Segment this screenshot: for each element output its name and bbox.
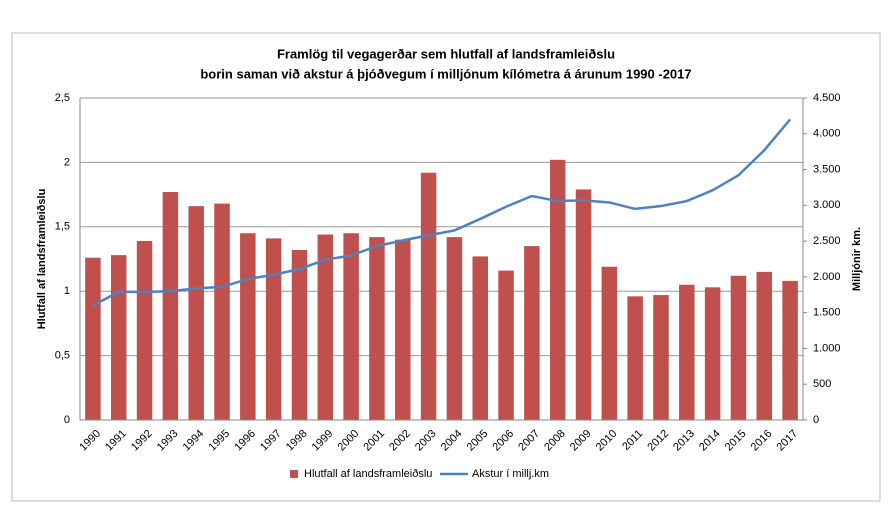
bar bbox=[317, 234, 334, 420]
x-tick-label: 1991 bbox=[103, 428, 129, 454]
x-tick-label: 1995 bbox=[206, 428, 232, 454]
x-tick-label: 1998 bbox=[284, 428, 310, 454]
bar bbox=[188, 206, 204, 420]
x-tick-label: 2002 bbox=[387, 428, 413, 454]
y2-tick-label: 3.500 bbox=[813, 163, 841, 175]
line bbox=[92, 118, 792, 307]
bar bbox=[653, 295, 669, 420]
chart-subtitle: borin saman við akstur á þjóðvegum í mil… bbox=[200, 66, 691, 81]
bar bbox=[110, 255, 127, 420]
y-axis-label: Hlutfall af landsframleiðslu bbox=[36, 189, 48, 330]
bar bbox=[704, 287, 721, 420]
x-tick-label: 2001 bbox=[361, 428, 387, 454]
bar bbox=[549, 159, 566, 420]
bar bbox=[679, 284, 695, 420]
x-tick-label: 2011 bbox=[620, 428, 645, 453]
y2-tick-label: 3.000 bbox=[813, 199, 841, 211]
y-tick-label: 0,5 bbox=[55, 350, 70, 362]
bar bbox=[420, 172, 437, 420]
bar bbox=[240, 233, 256, 420]
bar bbox=[498, 270, 514, 420]
bar bbox=[136, 240, 153, 420]
bar bbox=[472, 256, 488, 420]
y2-axis-label: Milljónir km. bbox=[851, 227, 863, 291]
bar bbox=[291, 249, 308, 420]
bar bbox=[214, 203, 230, 420]
legend-label: Akstur í millj.km bbox=[472, 468, 549, 480]
x-tick-label: 1994 bbox=[181, 428, 207, 454]
legend-label: Hlutfall af landsframleiðslu bbox=[304, 468, 432, 480]
y-tick-label: 1 bbox=[64, 285, 70, 297]
x-tick-label: 2017 bbox=[774, 428, 800, 454]
x-tick-label: 1990 bbox=[77, 428, 103, 454]
x-tick-label: 1992 bbox=[129, 428, 155, 454]
x-tick-label: 2012 bbox=[645, 428, 671, 454]
y2-tick-label: 4.500 bbox=[813, 92, 841, 104]
y2-tick-label: 2.500 bbox=[813, 235, 841, 247]
bar bbox=[524, 246, 540, 420]
y2-tick-label: 1.000 bbox=[813, 342, 841, 354]
x-tick-label: 1997 bbox=[258, 428, 284, 454]
y2-tick-label: 0 bbox=[813, 414, 819, 426]
x-tick-label: 2010 bbox=[594, 428, 620, 454]
y2-tick-label: 1.500 bbox=[813, 307, 841, 319]
bar bbox=[343, 233, 359, 420]
x-tick-label: 1996 bbox=[232, 428, 258, 454]
bar bbox=[162, 192, 179, 420]
bar bbox=[85, 257, 101, 420]
x-tick-label: 2005 bbox=[465, 428, 491, 454]
x-tick-label: 2014 bbox=[697, 428, 723, 454]
y2-tick-label: 4.000 bbox=[813, 128, 841, 140]
x-tick-label: 2009 bbox=[568, 428, 594, 454]
x-tick-label: 2003 bbox=[413, 428, 439, 454]
y2-tick-label: 2.000 bbox=[813, 271, 841, 283]
x-tick-label: 2000 bbox=[336, 428, 362, 454]
chart-title: Framlög til vegagerðar sem hlutfall af l… bbox=[277, 46, 615, 61]
bar bbox=[575, 189, 592, 420]
x-tick-label: 2004 bbox=[439, 428, 465, 454]
x-tick-label: 2007 bbox=[516, 428, 542, 454]
chart-frame bbox=[11, 32, 881, 502]
y-tick-label: 0 bbox=[64, 414, 70, 426]
x-tick-label: 1999 bbox=[310, 428, 336, 454]
bar bbox=[756, 271, 773, 420]
bar bbox=[446, 237, 463, 420]
bar bbox=[730, 275, 747, 420]
y-tick-label: 1,5 bbox=[55, 221, 70, 233]
bar bbox=[627, 296, 643, 420]
y2-tick-label: 500 bbox=[813, 378, 831, 390]
bar bbox=[369, 237, 385, 420]
y-tick-label: 2,5 bbox=[55, 92, 70, 104]
legend-swatch bbox=[290, 470, 298, 478]
x-tick-label: 2016 bbox=[749, 428, 775, 454]
x-tick-label: 1993 bbox=[155, 428, 181, 454]
bar bbox=[395, 239, 411, 420]
x-tick-label: 2015 bbox=[723, 428, 749, 454]
x-tick-label: 2008 bbox=[542, 428, 568, 454]
bar bbox=[782, 280, 798, 420]
x-tick-label: 2006 bbox=[490, 428, 516, 454]
bar bbox=[265, 238, 282, 420]
x-tick-label: 2013 bbox=[671, 428, 697, 454]
y-tick-label: 2 bbox=[64, 156, 70, 168]
bar bbox=[601, 266, 618, 420]
